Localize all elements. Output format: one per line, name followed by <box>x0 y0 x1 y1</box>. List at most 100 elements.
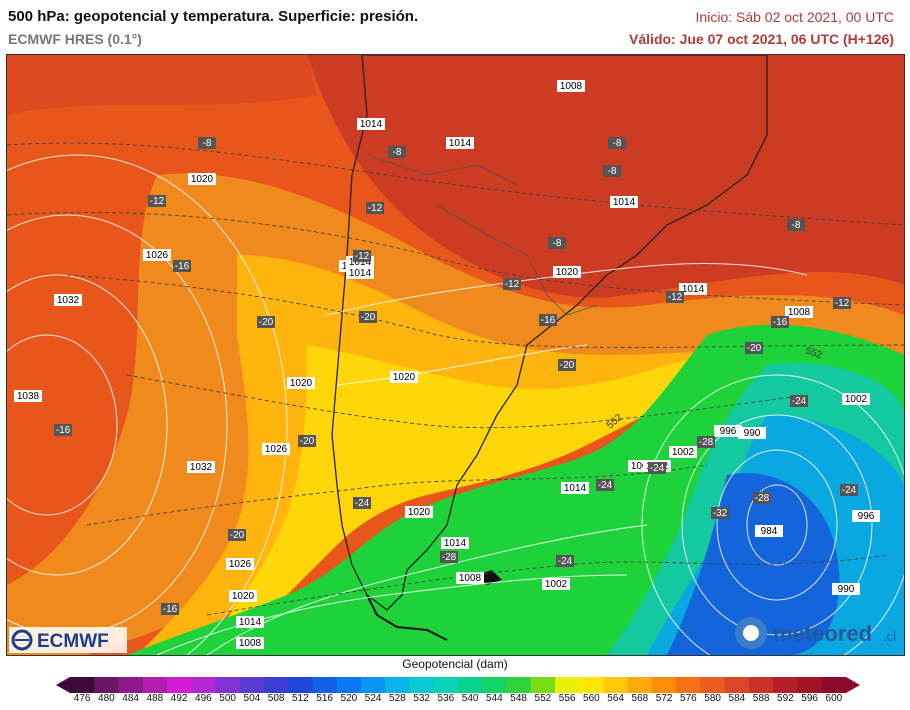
svg-text:-16: -16 <box>541 315 556 326</box>
pressure-label: 1014 <box>610 196 638 208</box>
weather-map[interactable]: 1008 1014 1014 1014 1020 1026 1032 1020 … <box>6 54 905 656</box>
scale-tick-label: 560 <box>583 693 600 704</box>
band-580-north <box>7 55 317 115</box>
svg-text:1026: 1026 <box>146 250 169 261</box>
pressure-label: 1002 <box>542 578 570 590</box>
temp-label: -8 <box>608 137 626 149</box>
temp-label: -28 <box>697 436 715 448</box>
svg-text:1008: 1008 <box>239 638 262 649</box>
scale-tick-label: 584 <box>728 693 746 704</box>
colorbar-cell <box>458 677 483 693</box>
colorbar-cell <box>118 677 144 693</box>
map-title: 500 hPa: geopotencial y temperatura. Sup… <box>8 8 419 25</box>
svg-text:-20: -20 <box>560 360 575 371</box>
temp-label: -8 <box>388 146 406 158</box>
temp-label: -12 <box>148 195 166 207</box>
colorbar-cell <box>676 677 701 693</box>
colorbar-cell <box>433 677 459 693</box>
colorbar-cell <box>191 677 216 693</box>
svg-text:-8: -8 <box>792 220 801 231</box>
border-line <box>436 204 598 316</box>
temperature-lines <box>7 142 904 616</box>
scale-tick-label: 592 <box>777 693 794 704</box>
pressure-label: 1014 <box>357 118 385 130</box>
svg-text:1020: 1020 <box>191 174 214 185</box>
temp-label: -24 <box>840 484 858 496</box>
temp-label: -20 <box>298 435 316 447</box>
svg-text:-12: -12 <box>835 298 850 309</box>
colorbar-cell <box>142 677 168 693</box>
pressure-label: 1020 <box>188 173 216 185</box>
tierra-del-fuego-outline <box>366 594 448 641</box>
temp-label: -16 <box>54 424 72 436</box>
svg-text:1008: 1008 <box>560 81 583 92</box>
svg-text:996: 996 <box>858 511 875 522</box>
svg-text:1002: 1002 <box>672 447 695 458</box>
svg-text:1002: 1002 <box>845 394 868 405</box>
svg-text:-16: -16 <box>773 317 788 328</box>
colorbar-arrow-left <box>56 677 70 693</box>
pressure-label: 1002 <box>842 393 870 405</box>
svg-text:1002: 1002 <box>631 461 654 472</box>
scale-tick-label: 508 <box>267 693 285 704</box>
svg-text:-12: -12 <box>150 196 165 207</box>
pressure-label: 996 <box>852 510 880 522</box>
scale-tick-label: 504 <box>243 693 261 704</box>
temp-label: -12 <box>503 278 521 290</box>
svg-text:-8: -8 <box>613 138 622 149</box>
scale-tick-label: 596 <box>801 693 818 704</box>
pressure-label: 1008 <box>456 572 484 584</box>
scale-tick-label: 572 <box>655 693 673 704</box>
pressure-label: 1014 <box>441 537 469 549</box>
meteored-logo-suffix: .cl <box>883 629 896 644</box>
svg-text:-28: -28 <box>442 552 457 563</box>
svg-text:1020: 1020 <box>232 591 255 602</box>
pressure-label: 1020 <box>553 266 581 278</box>
svg-text:1026: 1026 <box>229 559 252 570</box>
scale-tick-label: 588 <box>752 693 770 704</box>
scale-tick-label: 484 <box>122 693 139 704</box>
colorbar-cell <box>409 677 435 693</box>
colorbar-cells <box>70 677 847 693</box>
svg-text:-8: -8 <box>393 147 402 158</box>
meteored-logo: meteored .cl <box>735 617 896 649</box>
svg-text:990: 990 <box>838 584 855 595</box>
south-america-coastline <box>331 55 768 611</box>
colorbar-cell <box>603 677 629 693</box>
temp-label: -8 <box>787 219 805 231</box>
svg-text:1032: 1032 <box>190 462 213 473</box>
scale-tick-label: 576 <box>680 693 697 704</box>
temp-label: -24 <box>596 479 614 491</box>
meteored-logo-text: meteored <box>773 621 872 646</box>
pressure-label-group: 1008 1014 1014 1014 1020 1026 1032 1020 … <box>14 80 880 649</box>
svg-text:1020: 1020 <box>408 507 431 518</box>
colorbar-cell <box>797 677 823 693</box>
colorbar-cell <box>627 677 653 693</box>
pressure-label: 1014 <box>679 283 707 295</box>
svg-text:-20: -20 <box>230 530 245 541</box>
svg-text:1014: 1014 <box>613 197 636 208</box>
colorbar-cell <box>506 677 532 693</box>
svg-text:-8: -8 <box>608 166 617 177</box>
svg-text:1014: 1014 <box>564 483 587 494</box>
pressure-label: 996 <box>714 425 742 437</box>
svg-text:-12: -12 <box>368 203 383 214</box>
temp-label: -16 <box>771 316 789 328</box>
scale-tick-label: 556 <box>558 693 576 704</box>
colorbar-cell <box>385 677 410 693</box>
svg-text:-20: -20 <box>747 343 762 354</box>
pressure-label: 1020 <box>229 590 257 602</box>
init-time: Inicio: Sáb 02 oct 2021, 00 UTC <box>695 9 894 25</box>
scale-tick-label: 516 <box>316 693 333 704</box>
svg-text:-24: -24 <box>558 556 573 567</box>
colorbar-cell <box>94 677 119 693</box>
temp-label: -12 <box>353 250 371 262</box>
colorbar-cell <box>167 677 192 693</box>
svg-text:1014: 1014 <box>360 119 383 130</box>
pressure-label: 1014 <box>346 267 374 279</box>
svg-text:1020: 1020 <box>556 267 579 278</box>
svg-text:-32: -32 <box>713 508 728 519</box>
border-line <box>366 154 518 186</box>
scale-tick-label: 500 <box>219 693 236 704</box>
svg-text:1020: 1020 <box>290 378 313 389</box>
